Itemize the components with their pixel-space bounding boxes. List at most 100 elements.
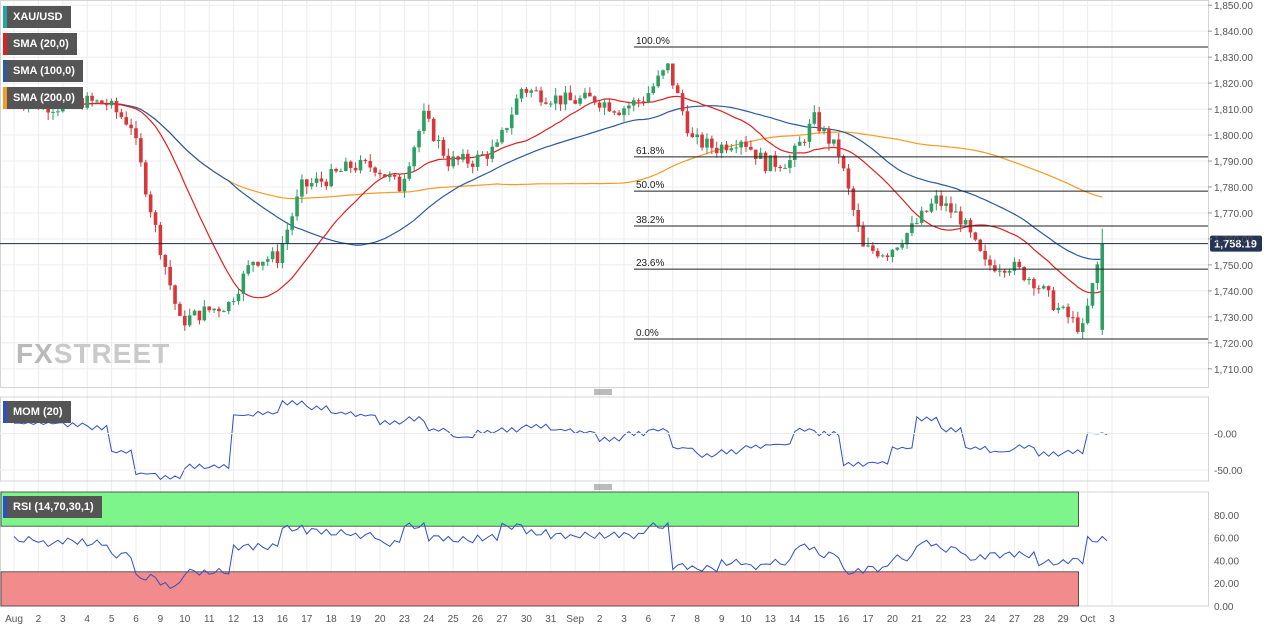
date-label-38: 22 — [936, 614, 948, 625]
candle-body-34 — [178, 303, 182, 316]
candle-body-116 — [578, 98, 582, 104]
candle-body-40 — [207, 306, 211, 311]
sma-200-legend[interactable]: SMA (200,0) — [3, 87, 83, 109]
rsi-line — [13, 521, 1108, 590]
candle-body-218 — [1076, 317, 1080, 332]
candle-body-32 — [168, 266, 172, 286]
candle-body-180 — [890, 249, 895, 258]
price-tick-label-4: 1,810.00 — [1214, 105, 1253, 116]
candle-body-145 — [719, 144, 724, 154]
candle-body-111 — [553, 95, 558, 104]
candle-body-159 — [788, 160, 792, 168]
candle-body-33 — [173, 285, 177, 304]
candle-body-119 — [592, 96, 597, 103]
candle-body-135 — [671, 63, 675, 86]
candle-body-73 — [368, 161, 373, 168]
fxstreet-watermark: FXSTREET — [16, 338, 170, 370]
date-label-8: 11 — [204, 614, 215, 625]
price-tick-label-14: 1,710.00 — [1214, 365, 1253, 376]
candle-body-146 — [724, 144, 729, 151]
candle-body-151 — [749, 146, 753, 150]
price-tick-label-11: 1,740.00 — [1214, 287, 1253, 298]
candle-body-84 — [422, 110, 426, 132]
candle-body-185 — [915, 222, 919, 224]
date-label-28: 8 — [694, 614, 700, 625]
candle-body-70 — [353, 167, 358, 171]
candle-body-45 — [231, 301, 236, 303]
mom-legend[interactable]: MOM (20) — [3, 401, 71, 423]
candle-body-207 — [1022, 267, 1026, 281]
candle-body-30 — [158, 224, 163, 255]
candle-body-85 — [427, 110, 431, 119]
date-label-9: 12 — [228, 614, 240, 625]
date-label-7: 10 — [179, 614, 191, 625]
date-label-16: 23 — [399, 614, 411, 625]
main-mom-splitter — [594, 389, 612, 395]
candle-body-143 — [710, 138, 714, 148]
candle-body-200 — [988, 259, 992, 266]
candle-body-102 — [509, 114, 514, 129]
fib-label-2: 50.0% — [636, 180, 664, 191]
candle-body-56 — [285, 229, 290, 244]
candle-body-155 — [768, 155, 773, 172]
candle-body-201 — [993, 265, 997, 272]
candle-body-222 — [1095, 264, 1100, 284]
candle-body-99 — [495, 142, 499, 147]
price-tick-label-12: 1,730.00 — [1214, 313, 1253, 324]
candle-body-89 — [446, 155, 451, 167]
candle-body-117 — [583, 92, 587, 99]
candle-body-49 — [251, 261, 255, 266]
candle-body-188 — [929, 203, 934, 212]
rsi-legend[interactable]: RSI (14,70,30,1) — [3, 496, 102, 518]
candle-body-181 — [895, 247, 900, 250]
date-label-20: 27 — [496, 614, 508, 625]
candle-body-138 — [685, 111, 690, 134]
candle-body-58 — [295, 196, 299, 217]
sma-20-legend[interactable]: SMA (20,0) — [3, 33, 77, 55]
candle-body-17 — [95, 100, 99, 102]
candle-body-65 — [329, 168, 333, 187]
candle-body-172 — [851, 188, 856, 210]
candle-body-189 — [934, 195, 939, 204]
candle-body-190 — [939, 195, 943, 206]
candle-body-120 — [597, 102, 602, 108]
candle-body-108 — [539, 90, 543, 103]
candle-body-95 — [475, 154, 480, 167]
candle-body-35 — [183, 315, 187, 326]
date-label-21: 30 — [521, 614, 533, 625]
candle-body-115 — [573, 100, 577, 104]
candle-body-9 — [56, 111, 60, 113]
candle-body-79 — [397, 176, 402, 192]
candle-body-47 — [241, 273, 246, 294]
candle-body-168 — [832, 139, 836, 144]
candle-body-68 — [344, 161, 348, 171]
symbol-legend[interactable]: XAU/USD — [3, 6, 71, 28]
watermark-fx: FX — [16, 338, 54, 369]
price-tick-label-5: 1,800.00 — [1214, 131, 1253, 142]
candle-body-22 — [119, 112, 124, 118]
date-label-25: 3 — [621, 614, 627, 625]
candle-body-101 — [505, 128, 509, 131]
candle-body-164 — [812, 112, 817, 124]
candle-body-174 — [861, 226, 865, 247]
sma-100-legend[interactable]: SMA (100,0) — [3, 60, 83, 82]
candle-body-203 — [1002, 270, 1007, 273]
candle-body-60 — [305, 179, 309, 187]
candle-body-105 — [524, 88, 529, 93]
candle-body-91 — [456, 156, 460, 160]
candle-body-160 — [793, 145, 797, 161]
candle-body-173 — [856, 209, 861, 227]
candle-body-96 — [480, 154, 485, 156]
candle-body-187 — [924, 210, 929, 212]
candle-body-42 — [217, 308, 221, 312]
candle-body-154 — [763, 152, 768, 172]
date-label-29: 9 — [719, 614, 725, 625]
date-label-39: 23 — [960, 614, 972, 625]
candle-body-41 — [212, 308, 216, 311]
date-label-30: 10 — [740, 614, 752, 625]
candle-body-57 — [290, 216, 294, 230]
candle-body-198 — [978, 239, 983, 251]
candle-body-171 — [846, 168, 851, 189]
